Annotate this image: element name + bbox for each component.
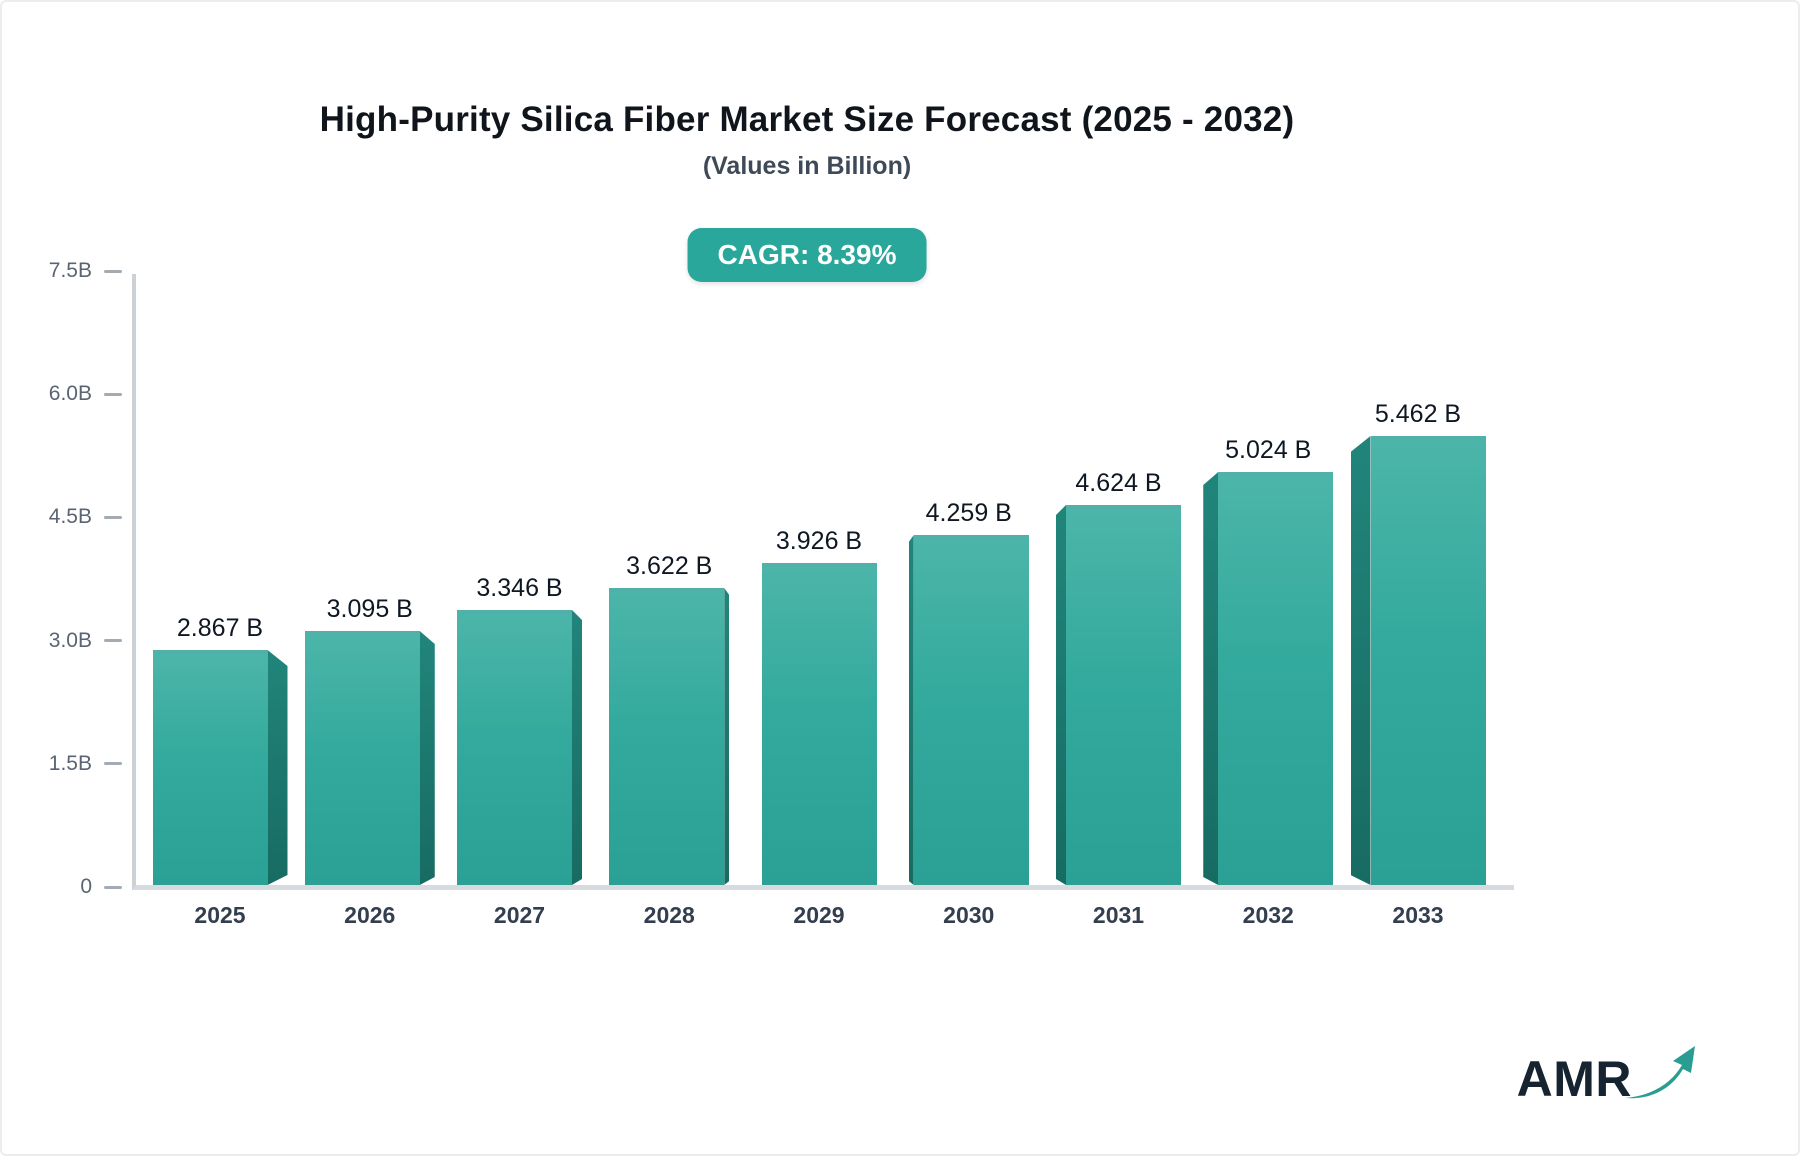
bar [761, 563, 877, 885]
x-axis-label: 2030 [943, 902, 995, 928]
x-axis-label: 2029 [793, 902, 845, 928]
x-axis-label: 2027 [493, 902, 546, 928]
bar-group: 4.624 B 2031 [1049, 274, 1189, 928]
cagr-badge: CAGR: 8.39% [687, 228, 927, 282]
bar-group: 2.867 B 2025 [150, 274, 290, 928]
chart-subtitle: (Values in Billion) [702, 152, 912, 180]
x-axis-label: 2025 [194, 902, 246, 928]
bar [457, 610, 572, 885]
bar [913, 535, 1029, 885]
bar-group: 5.462 B 2033 [1348, 274, 1488, 928]
bar-value-label: 3.622 B [626, 552, 713, 580]
bar-side-face [268, 650, 288, 885]
x-axis-label: 2033 [1392, 902, 1444, 928]
bar-group: 3.346 B 2027 [450, 274, 590, 928]
x-axis-label: 2032 [1242, 902, 1294, 928]
y-axis-tick-label: 1.5B [48, 751, 92, 775]
bar-group: 3.095 B 2026 [300, 274, 440, 928]
x-axis-label: 2026 [344, 902, 396, 928]
y-axis-tick-mark [104, 392, 122, 396]
y-axis-tick-mark [104, 269, 122, 273]
bar-side-face [1203, 472, 1218, 885]
y-axis-tick: 0 [18, 874, 132, 900]
bar-side-face [1351, 436, 1371, 885]
bar-group: 3.622 B 2028 [599, 274, 739, 928]
y-axis-tick: 7.5B [18, 258, 132, 284]
bar [1066, 505, 1181, 885]
y-axis-tick-mark [104, 515, 122, 519]
y-axis-tick-label: 3.0B [48, 628, 92, 652]
y-axis-tick: 4.5B [18, 504, 132, 530]
bar-value-label: 3.095 B [326, 595, 413, 623]
y-axis-tick-mark [104, 762, 122, 766]
bars-container: 2.867 B 2025 3.095 B 2026 3.346 B 2027 3.622 B… [136, 274, 1514, 928]
y-axis-tick-label: 6.0B [48, 382, 92, 406]
y-axis-tick-mark [104, 639, 122, 643]
bar-value-label: 2.867 B [176, 614, 264, 642]
bar-side-face [420, 631, 435, 885]
y-axis-tick-mark [104, 885, 122, 889]
bar-value-label: 3.346 B [476, 574, 563, 602]
bar-value-label: 4.259 B [925, 499, 1012, 527]
bar [304, 631, 420, 885]
bar-value-label: 5.024 B [1225, 436, 1312, 464]
bar [1370, 436, 1486, 885]
plot-area: 7.5B 6.0B 4.5B 3.0B 1.5B 0 2.867 B 2025 3.095 B… [49, 259, 1514, 928]
x-axis-label: 2028 [643, 902, 695, 928]
bar-value-label: 4.624 B [1075, 469, 1162, 497]
bar-value-label: 5.462 B [1374, 400, 1462, 428]
bar [1218, 472, 1334, 885]
chart-title: High-Purity Silica Fiber Market Size For… [319, 100, 1295, 139]
y-axis-tick: 1.5B [18, 751, 132, 777]
bar [152, 650, 268, 885]
bar-group: 3.926 B 2029 [749, 274, 889, 928]
y-axis-tick: 6.0B [18, 381, 132, 407]
y-axis-tick-label: 0 [80, 875, 92, 898]
y-axis-tick-label: 7.5B [48, 259, 92, 282]
bar [609, 588, 725, 885]
bar-value-label: 3.926 B [775, 527, 863, 555]
bar-side-face [909, 535, 914, 885]
y-axis-tick-label: 4.5B [48, 505, 92, 529]
amr-logo: AMR [1516, 1046, 1698, 1108]
x-axis-label: 2031 [1092, 902, 1145, 928]
y-axis-tick: 3.0B [18, 628, 132, 654]
bar-side-face [572, 610, 582, 885]
amr-logo-text: AMR [1516, 1051, 1632, 1107]
bar-group: 4.259 B 2030 [899, 274, 1039, 928]
bar-side-face [724, 588, 729, 885]
bar-group: 5.024 B 2032 [1198, 274, 1338, 928]
bar-side-face [1056, 505, 1066, 885]
growth-arrow-icon [1625, 1046, 1695, 1099]
